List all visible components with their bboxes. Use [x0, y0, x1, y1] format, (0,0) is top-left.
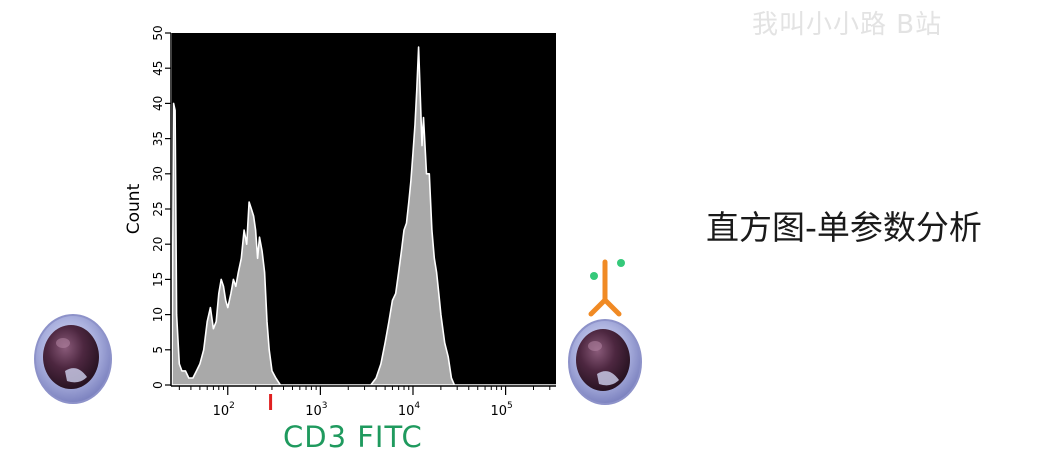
x-tick-label: 103	[305, 401, 327, 419]
histogram-series	[171, 46, 557, 386]
y-tick-label: 35	[151, 131, 165, 146]
y-tick-label: 0	[151, 381, 165, 389]
x-tick-label: 102	[213, 401, 235, 419]
slide-title: 直方图-单参数分析	[706, 208, 982, 247]
y-tick-label: 5	[151, 346, 165, 354]
x-tick-label: 105	[490, 401, 512, 419]
fluorophore-dot	[590, 272, 598, 280]
antibody-icon	[588, 259, 622, 317]
y-tick-label: 20	[151, 237, 165, 252]
fluorophore-dot	[617, 259, 625, 267]
histogram-layer	[171, 46, 557, 386]
cell-icon	[34, 314, 112, 404]
watermark: 我叫小小路 B站	[752, 10, 943, 40]
y-tick-label: 30	[151, 166, 165, 181]
y-tick-label: 10	[151, 307, 165, 322]
x-tick-label: 104	[398, 401, 421, 419]
antibody-labeled-cell-icon	[568, 259, 642, 405]
y-tick-label: 50	[151, 25, 165, 40]
y-tick-label: 40	[151, 96, 165, 111]
y-axis-label: Count	[124, 183, 144, 234]
y-tick-label: 25	[151, 201, 165, 216]
y-tick-label: 45	[151, 61, 165, 76]
y-tick-label: 15	[151, 272, 165, 287]
x-axis-label: CD3 FITC	[283, 420, 423, 454]
